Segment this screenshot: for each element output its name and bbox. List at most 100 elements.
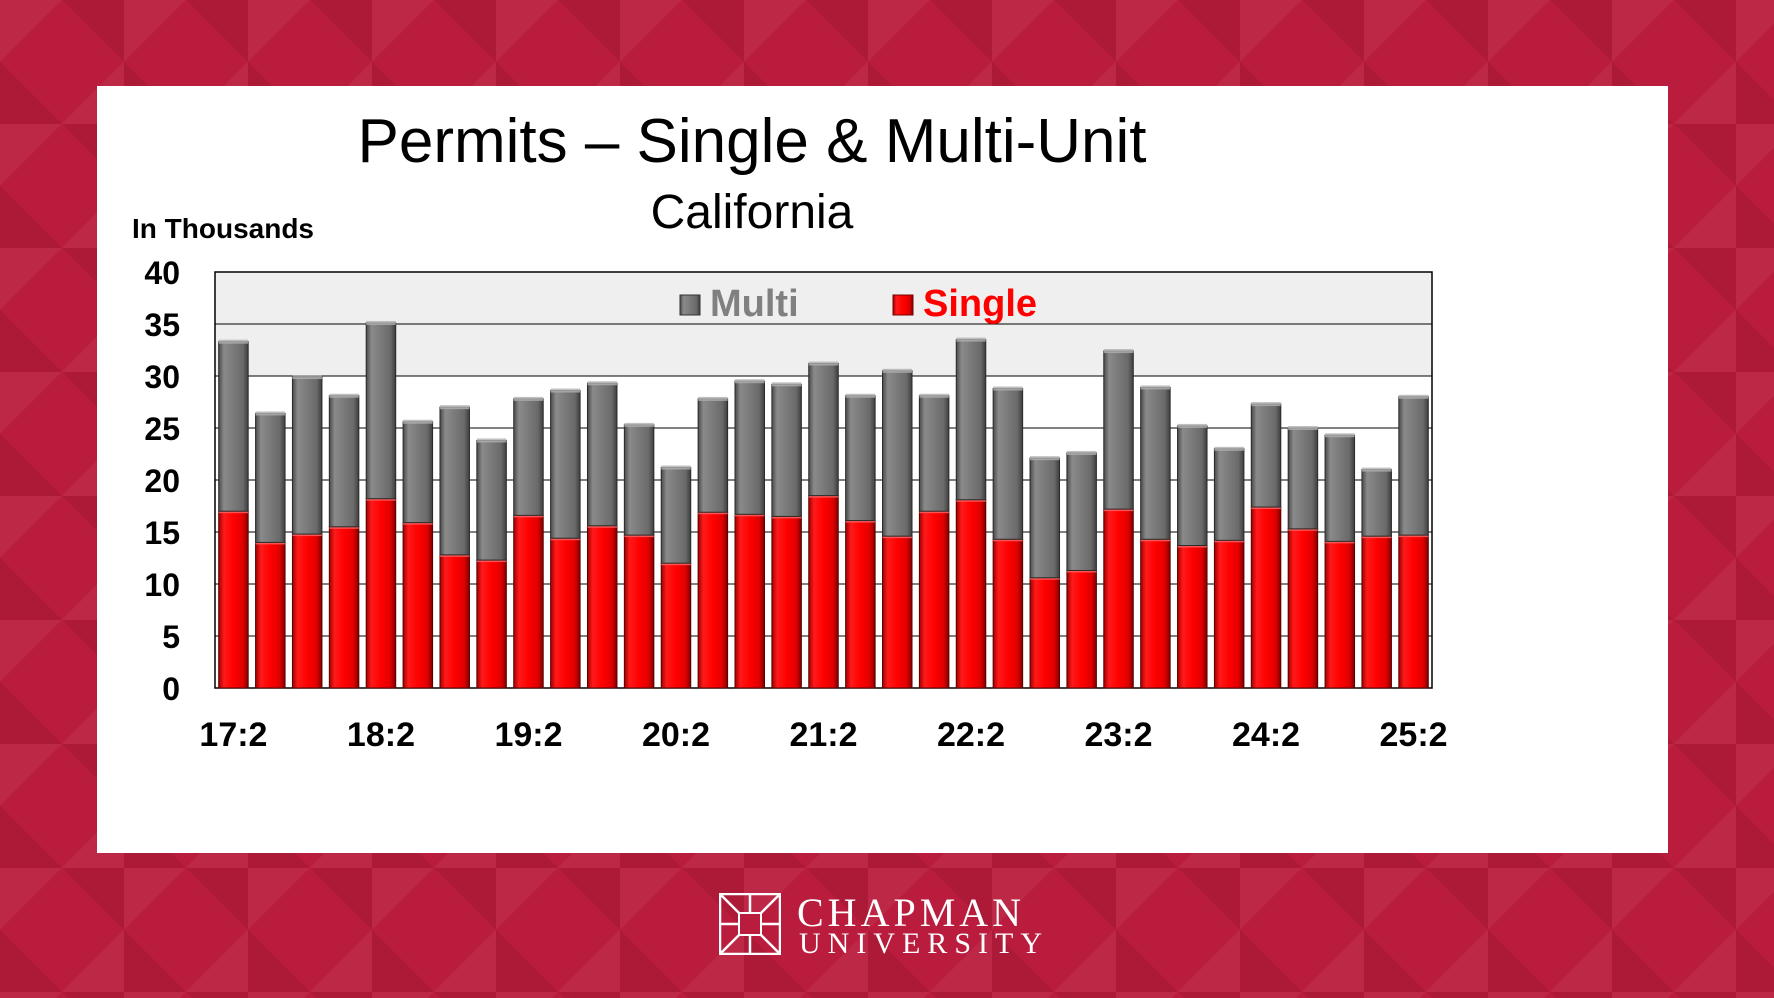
bar-multi-cap — [587, 381, 617, 386]
bar-multi-cap — [1214, 446, 1244, 451]
y-tick-label: 10 — [144, 567, 180, 603]
y-axis-label: In Thousands — [132, 213, 314, 244]
chapman-logo: CHAPMAN UNIVERSITY — [719, 890, 1059, 963]
bar-multi — [1361, 469, 1392, 537]
bar-multi-cap — [476, 438, 507, 443]
bar-multi — [1066, 452, 1097, 571]
y-tick-label: 35 — [144, 307, 180, 343]
bar-multi — [623, 424, 655, 536]
y-tick-labels: 0 5 10 15 20 25 30 35 40 — [144, 255, 180, 707]
y-tick-label: 20 — [144, 463, 180, 499]
bar-multi — [328, 395, 360, 528]
y-tick-label: 5 — [162, 619, 180, 655]
bar-single — [1324, 540, 1356, 689]
bars — [218, 320, 1429, 689]
x-tick-label: 23:2 — [1084, 716, 1152, 754]
bar-multi-cap — [1030, 456, 1060, 461]
bar-single — [328, 526, 360, 689]
bar-single — [1361, 535, 1392, 689]
bar-multi-cap — [845, 393, 876, 398]
bar-multi-cap — [882, 368, 913, 373]
bar-multi — [660, 467, 692, 564]
bar-single — [1066, 569, 1097, 689]
bar-multi — [918, 395, 950, 512]
bar-multi-cap — [1325, 433, 1355, 438]
bar-multi — [955, 339, 987, 501]
legend: Multi Single — [679, 283, 1037, 325]
bar-multi — [771, 383, 802, 517]
bar-multi — [513, 398, 544, 516]
y-tick-label: 0 — [162, 671, 180, 707]
bar-multi-cap — [366, 320, 396, 325]
bar-multi — [882, 370, 913, 537]
bar-multi-cap — [1288, 426, 1318, 430]
bar-single — [882, 535, 913, 689]
bar-multi — [1177, 425, 1208, 547]
bar-multi-cap — [1103, 349, 1134, 354]
bar-multi — [550, 390, 581, 539]
legend-multi-label: Multi — [710, 283, 799, 325]
legend-multi-swatch — [679, 294, 701, 316]
bar-multi — [586, 382, 618, 527]
bar-multi-cap — [1251, 402, 1281, 407]
bar-single — [1103, 508, 1134, 689]
bar-multi — [1103, 350, 1134, 510]
bar-single — [513, 514, 544, 689]
bar-multi-cap — [292, 375, 322, 380]
y-tick-label: 15 — [144, 515, 180, 551]
bar-multi — [808, 363, 839, 497]
bar-single — [476, 559, 507, 689]
y-tick-label: 30 — [144, 359, 180, 395]
bar-multi-cap — [808, 361, 839, 366]
bar-single — [697, 511, 729, 689]
bar-multi — [1140, 386, 1171, 540]
bar-single — [365, 498, 397, 689]
bar-single — [1029, 577, 1061, 689]
bar-single — [734, 513, 765, 689]
bar-single — [1287, 528, 1319, 689]
bar-single — [660, 562, 692, 689]
bar-single — [771, 515, 802, 689]
bar-single — [291, 533, 323, 689]
bar-multi-cap — [1398, 394, 1429, 399]
bar-single — [439, 554, 470, 689]
bar-multi-cap — [403, 419, 433, 424]
bar-multi — [402, 421, 434, 524]
bar-single — [1213, 539, 1245, 689]
x-tick-label: 21:2 — [789, 716, 857, 754]
bar-single — [808, 495, 839, 689]
bar-multi-cap — [624, 422, 654, 427]
bar-multi — [992, 387, 1024, 540]
x-tick-label: 20:2 — [642, 716, 710, 754]
bar-multi-cap — [661, 465, 691, 470]
bar-multi-cap — [255, 411, 286, 416]
bar-single — [845, 520, 876, 689]
bar-multi-cap — [329, 393, 359, 398]
bar-multi-cap — [698, 396, 728, 401]
bar-multi — [1287, 427, 1319, 530]
bar-multi — [1398, 396, 1429, 536]
y-tick-label: 40 — [144, 255, 180, 291]
bar-multi — [218, 341, 249, 512]
bar-multi-cap — [1361, 467, 1392, 472]
bar-single — [623, 534, 655, 689]
bar-single — [255, 541, 286, 689]
bar-single — [402, 522, 434, 689]
permits-chart: Permits – Single & Multi-Unit California… — [132, 107, 1448, 754]
x-tick-label: 18:2 — [347, 716, 415, 754]
bar-multi — [697, 398, 729, 513]
y-tick-label: 25 — [144, 411, 180, 447]
bar-single — [1398, 534, 1429, 689]
x-tick-label: 19:2 — [494, 716, 562, 754]
logo-text-university: UNIVERSITY — [799, 927, 1049, 960]
bar-multi — [365, 322, 397, 500]
bar-multi-cap — [550, 388, 581, 393]
bar-single — [918, 510, 950, 689]
logo-text-chapman: CHAPMAN — [797, 890, 1026, 935]
bar-single — [586, 525, 618, 689]
bar-multi-cap — [1177, 423, 1208, 428]
bar-single — [218, 510, 249, 689]
bar-single — [1250, 506, 1282, 689]
x-tick-label: 24:2 — [1232, 716, 1300, 754]
bar-multi-cap — [993, 386, 1023, 391]
